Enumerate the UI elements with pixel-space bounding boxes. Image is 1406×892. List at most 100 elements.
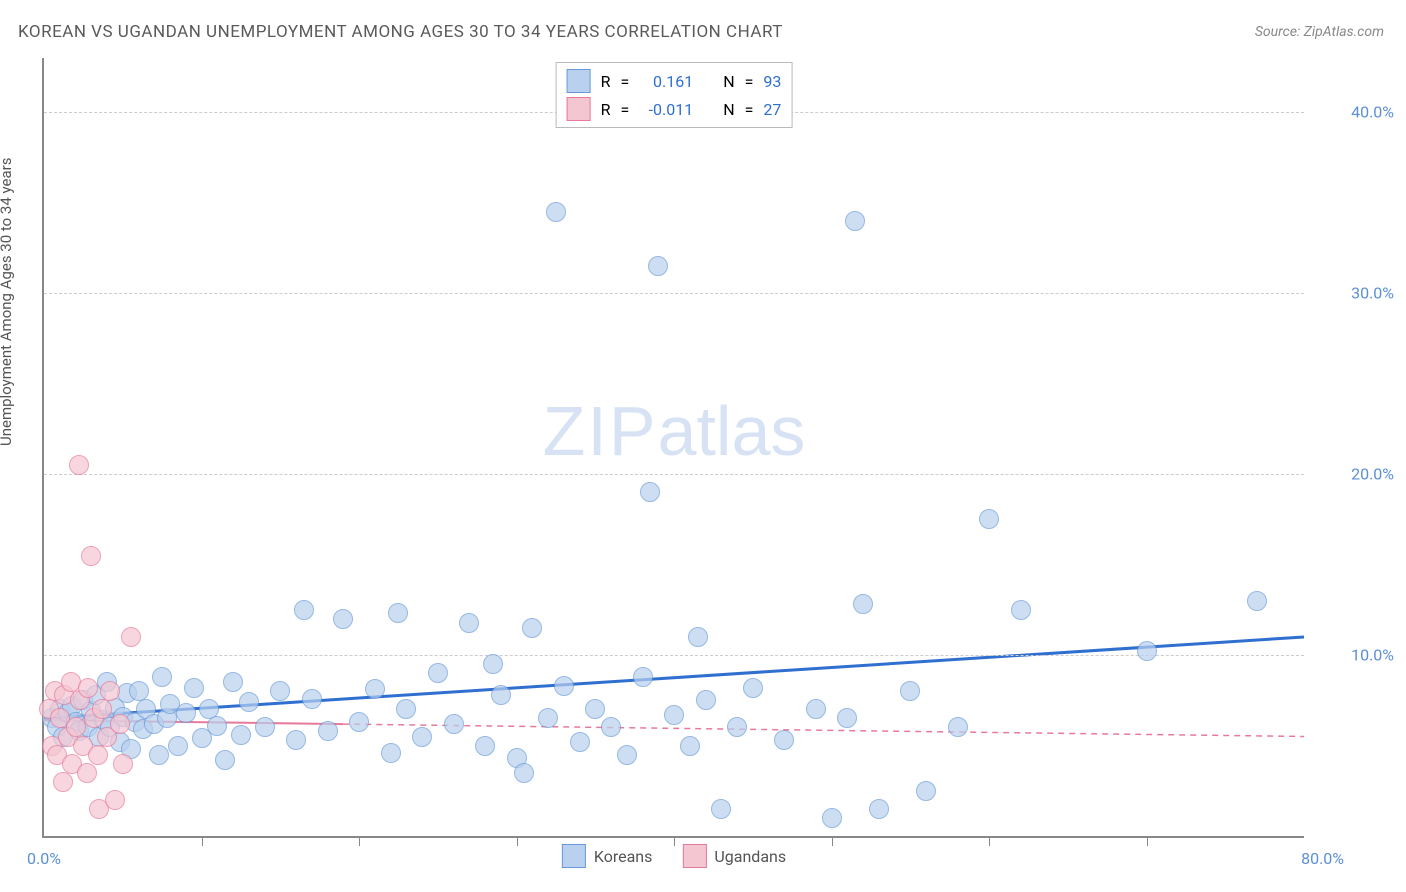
legend-stats: R = 0.161 N = 93 R = -0.011 N = 27 bbox=[556, 62, 793, 128]
x-tick bbox=[1147, 836, 1148, 846]
legend-stats-row-ugandans: R = -0.011 N = 27 bbox=[567, 95, 782, 123]
y-tick-label: 10.0% bbox=[1314, 646, 1394, 665]
data-point bbox=[633, 667, 653, 687]
data-point bbox=[1137, 641, 1157, 661]
data-point bbox=[1247, 591, 1267, 611]
data-point bbox=[853, 594, 873, 614]
swatch-ugandans bbox=[567, 97, 591, 121]
r-value-koreans: 0.161 bbox=[639, 72, 693, 91]
data-point bbox=[522, 618, 542, 638]
x-tick bbox=[517, 836, 518, 846]
data-point bbox=[223, 672, 243, 692]
data-point bbox=[640, 482, 660, 502]
data-point bbox=[77, 763, 97, 783]
chart-title: KOREAN VS UGANDAN UNEMPLOYMENT AMONG AGE… bbox=[18, 22, 783, 42]
data-point bbox=[869, 799, 889, 819]
legend-label-ugandans: Ugandans bbox=[714, 847, 786, 866]
y-tick-label: 30.0% bbox=[1314, 284, 1394, 303]
data-point bbox=[837, 708, 857, 728]
legend-label-koreans: Koreans bbox=[594, 847, 653, 866]
data-point bbox=[121, 627, 141, 647]
y-tick-label: 20.0% bbox=[1314, 465, 1394, 484]
data-point bbox=[81, 546, 101, 566]
legend-stats-row-koreans: R = 0.161 N = 93 bbox=[567, 67, 782, 95]
data-point bbox=[215, 750, 235, 770]
data-point bbox=[979, 509, 999, 529]
data-point bbox=[822, 808, 842, 828]
data-point bbox=[152, 667, 172, 687]
data-point bbox=[78, 678, 98, 698]
data-point bbox=[617, 745, 637, 765]
data-point bbox=[570, 732, 590, 752]
source-attribution: Source: ZipAtlas.com bbox=[1255, 24, 1384, 40]
data-point bbox=[66, 717, 86, 737]
gridline bbox=[44, 474, 1304, 475]
swatch-koreans bbox=[567, 69, 591, 93]
data-point bbox=[207, 716, 227, 736]
data-point bbox=[113, 754, 133, 774]
data-point bbox=[388, 603, 408, 623]
data-point bbox=[184, 678, 204, 698]
data-point bbox=[546, 202, 566, 222]
data-point bbox=[774, 730, 794, 750]
y-tick-label: 40.0% bbox=[1314, 103, 1394, 122]
data-point bbox=[428, 663, 448, 683]
data-point bbox=[601, 717, 621, 737]
data-point bbox=[743, 678, 763, 698]
data-point bbox=[538, 708, 558, 728]
data-point bbox=[711, 799, 731, 819]
data-point bbox=[648, 256, 668, 276]
data-point bbox=[88, 745, 108, 765]
data-point bbox=[270, 681, 290, 701]
data-point bbox=[239, 692, 259, 712]
data-point bbox=[412, 727, 432, 747]
data-point bbox=[69, 455, 89, 475]
data-point bbox=[110, 714, 130, 734]
data-point bbox=[696, 690, 716, 710]
x-axis-max-label: 80.0% bbox=[1301, 849, 1344, 868]
x-tick bbox=[989, 836, 990, 846]
data-point bbox=[554, 676, 574, 696]
watermark: ZIPatlas bbox=[543, 391, 806, 471]
y-axis-label: Unemployment Among Ages 30 to 34 years bbox=[0, 158, 15, 446]
data-point bbox=[1011, 600, 1031, 620]
data-point bbox=[168, 736, 188, 756]
legend-item-ugandans: Ugandans bbox=[682, 844, 786, 868]
plot-area: ZIPatlas R = 0.161 N = 93 R = -0.011 N = bbox=[42, 58, 1304, 838]
data-point bbox=[664, 705, 684, 725]
data-point bbox=[105, 790, 125, 810]
data-point bbox=[129, 681, 149, 701]
data-point bbox=[491, 685, 511, 705]
data-point bbox=[302, 689, 322, 709]
data-point bbox=[845, 211, 865, 231]
legend-series: Koreans Ugandans bbox=[562, 844, 786, 868]
data-point bbox=[396, 699, 416, 719]
data-point bbox=[727, 717, 747, 737]
x-tick bbox=[202, 836, 203, 846]
data-point bbox=[900, 681, 920, 701]
data-point bbox=[585, 699, 605, 719]
data-point bbox=[349, 712, 369, 732]
x-tick bbox=[832, 836, 833, 846]
n-value-koreans: 93 bbox=[763, 72, 781, 91]
data-point bbox=[92, 699, 112, 719]
data-point bbox=[294, 600, 314, 620]
data-point bbox=[176, 703, 196, 723]
data-point bbox=[255, 717, 275, 737]
x-axis-min-label: 0.0% bbox=[27, 849, 61, 868]
data-point bbox=[444, 714, 464, 734]
swatch-koreans-icon bbox=[562, 844, 586, 868]
data-point bbox=[916, 781, 936, 801]
data-point bbox=[365, 679, 385, 699]
x-tick bbox=[674, 836, 675, 846]
data-point bbox=[948, 717, 968, 737]
data-point bbox=[100, 681, 120, 701]
data-point bbox=[688, 627, 708, 647]
swatch-ugandans-icon bbox=[682, 844, 706, 868]
legend-item-koreans: Koreans bbox=[562, 844, 653, 868]
gridline bbox=[44, 655, 1304, 656]
data-point bbox=[680, 736, 700, 756]
data-point bbox=[459, 613, 479, 633]
data-point bbox=[286, 730, 306, 750]
r-value-ugandans: -0.011 bbox=[639, 100, 693, 119]
